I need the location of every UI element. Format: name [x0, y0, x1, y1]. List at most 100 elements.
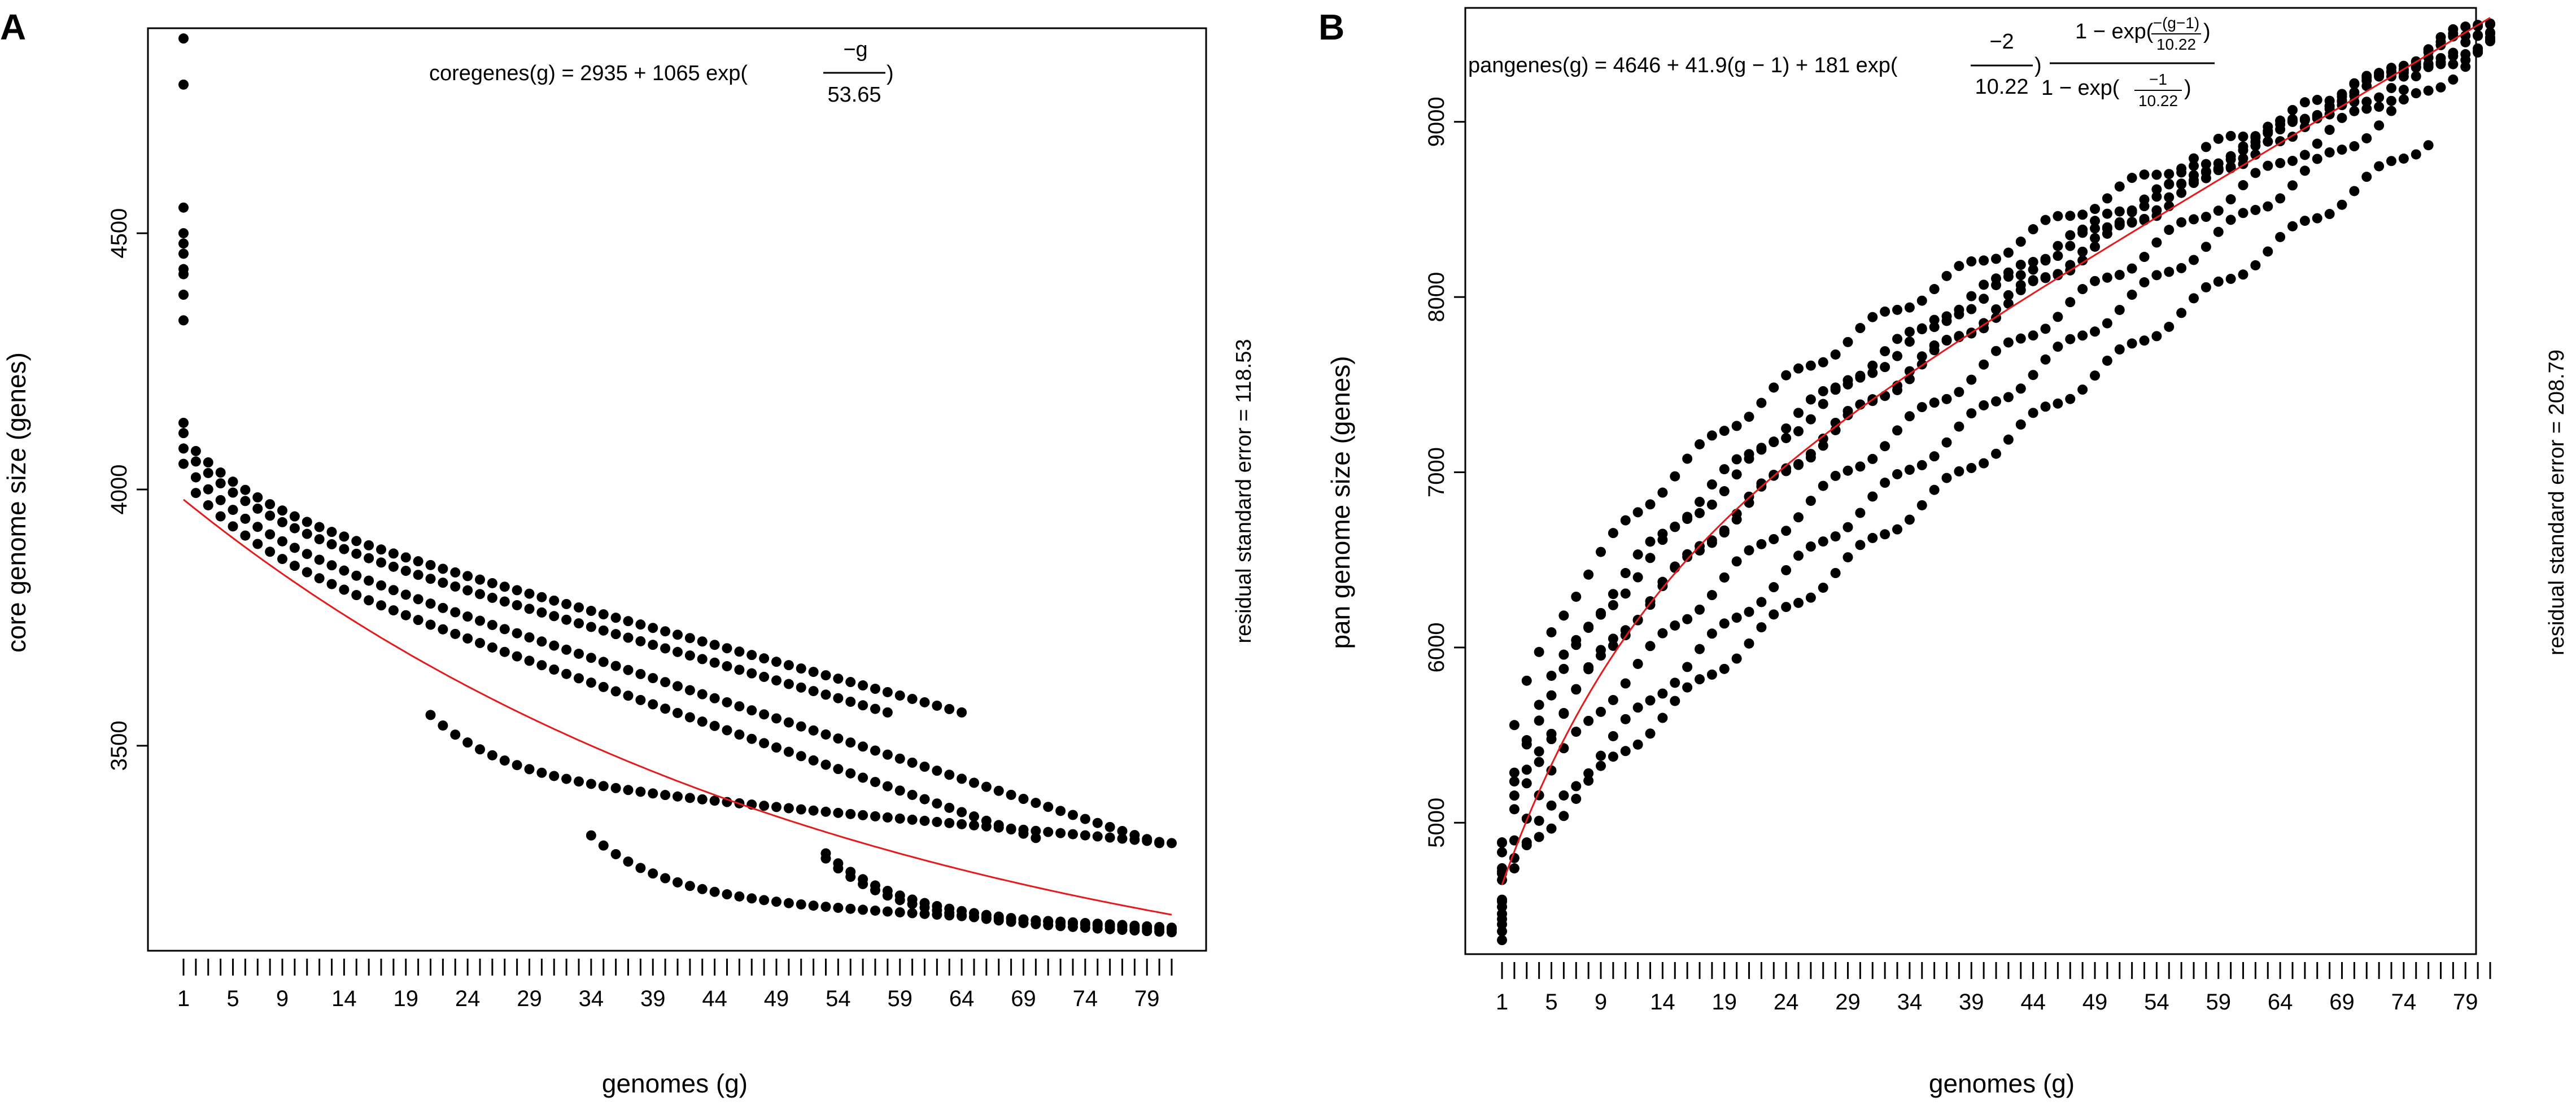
data-point	[2275, 231, 2286, 242]
data-point	[2299, 216, 2310, 226]
data-point	[1966, 256, 1977, 267]
data-point	[845, 696, 856, 707]
panel-a-y-axis: 3500 4000 4500	[107, 208, 148, 771]
data-point	[376, 557, 386, 568]
data-point	[1719, 486, 1730, 497]
data-point	[2275, 119, 2286, 130]
data-point	[1583, 569, 1594, 580]
data-point	[623, 616, 634, 627]
data-point	[190, 445, 201, 456]
data-point	[759, 653, 770, 664]
data-point	[1632, 572, 1643, 583]
data-point	[475, 744, 485, 755]
data-point	[351, 590, 362, 601]
data-point	[1966, 408, 1977, 419]
data-point	[1991, 448, 2001, 459]
data-point	[820, 670, 831, 681]
data-point	[2114, 304, 2125, 315]
data-point	[2386, 156, 2396, 167]
data-point	[2324, 125, 2335, 135]
data-point	[858, 810, 868, 820]
data-point	[1670, 471, 1680, 482]
data-point	[1929, 284, 1940, 295]
data-point	[598, 657, 609, 667]
data-point	[2361, 97, 2372, 107]
data-point	[1080, 814, 1090, 824]
data-point	[1695, 496, 1705, 507]
data-point	[339, 544, 350, 554]
data-point	[882, 906, 893, 917]
data-point	[870, 703, 880, 714]
data-point	[635, 786, 646, 797]
panel-b-residual-label: residual standard error = 208.79	[2545, 349, 2569, 655]
data-point	[314, 522, 325, 532]
data-point	[265, 510, 276, 521]
data-point	[783, 660, 794, 671]
x-tick-label: 19	[394, 986, 419, 1011]
data-point	[425, 619, 436, 630]
data-point	[2065, 334, 2076, 344]
data-point	[2139, 252, 2150, 263]
data-point	[598, 781, 609, 792]
data-point	[1068, 810, 1078, 820]
data-point	[957, 819, 967, 829]
data-point	[2053, 241, 2063, 251]
data-point	[2028, 224, 2038, 235]
data-point	[1769, 382, 1779, 393]
data-point	[796, 751, 806, 762]
data-point	[2225, 273, 2236, 284]
panel-b-formula-f1-close: )	[2034, 54, 2042, 77]
x-tick-label: 49	[764, 986, 789, 1011]
data-point	[734, 891, 745, 902]
data-point	[1583, 623, 1594, 633]
data-point	[820, 759, 831, 770]
x-tick-label: 24	[455, 986, 481, 1011]
data-point	[1657, 576, 1668, 587]
data-point	[820, 689, 831, 700]
data-point	[2090, 370, 2100, 381]
data-point	[178, 79, 189, 90]
data-point	[2263, 160, 2273, 171]
data-point	[1546, 627, 1557, 637]
data-point	[2102, 208, 2112, 219]
data-point	[1645, 499, 1656, 510]
data-point	[450, 628, 461, 639]
data-point	[2287, 180, 2298, 191]
x-tick-label: 14	[331, 986, 357, 1011]
data-point	[2225, 151, 2236, 161]
data-point	[1509, 720, 1520, 731]
data-point	[858, 680, 868, 691]
data-point	[1509, 790, 1520, 801]
data-point	[1756, 397, 1767, 408]
data-point	[512, 651, 522, 662]
data-point	[450, 729, 461, 740]
data-point	[1706, 499, 1717, 510]
data-point	[1018, 917, 1029, 928]
data-point	[1080, 923, 1090, 933]
data-point	[2003, 392, 2014, 403]
data-point	[932, 766, 942, 776]
data-point	[697, 884, 708, 894]
panel-b-formula-f2-den-sub-den: 10.22	[2138, 92, 2178, 110]
y-tick-label: 8000	[1424, 272, 1449, 322]
data-point	[2189, 255, 2199, 265]
data-point	[2003, 247, 2014, 258]
data-point	[1509, 804, 1520, 815]
data-point	[957, 773, 967, 784]
data-point	[1793, 460, 1804, 470]
data-point	[1880, 441, 1890, 452]
data-point	[2238, 208, 2248, 218]
data-point	[1031, 833, 1041, 843]
data-point	[240, 496, 251, 506]
data-point	[1991, 304, 2001, 314]
data-point	[2349, 79, 2360, 90]
data-point	[475, 615, 485, 626]
data-point	[1695, 674, 1705, 685]
data-point	[228, 487, 238, 498]
data-point	[178, 202, 189, 213]
data-point	[1880, 391, 1890, 401]
data-point	[462, 571, 473, 582]
data-point	[487, 642, 497, 653]
data-point	[203, 467, 213, 478]
data-point	[1818, 433, 1828, 444]
